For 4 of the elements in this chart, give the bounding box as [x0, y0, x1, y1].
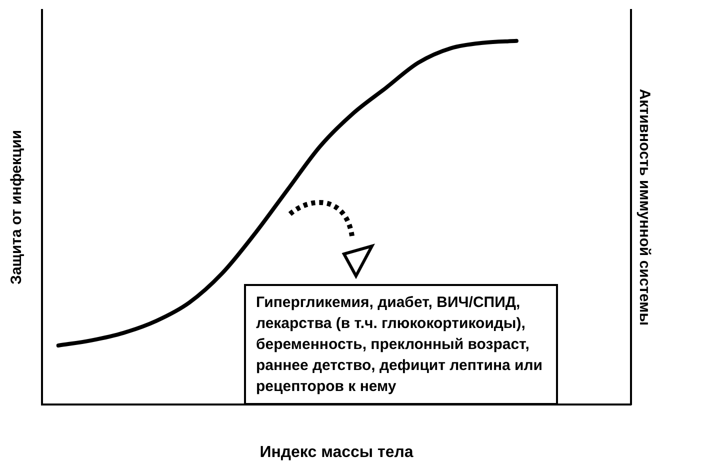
- y2-axis-title: Активность иммунной системы: [636, 88, 653, 326]
- x-axis-title: Индекс массы тела: [260, 444, 414, 461]
- y-axis-title: Защита от инфекции: [8, 130, 26, 284]
- annotation: Гипергликемия, диабет, ВИЧ/СПИД, лекарства (в т.ч. глюкокортикоиды), беременность, преклонный возраст, раннее детство, дефицит лептина или рецепторов к нему: [244, 284, 558, 405]
